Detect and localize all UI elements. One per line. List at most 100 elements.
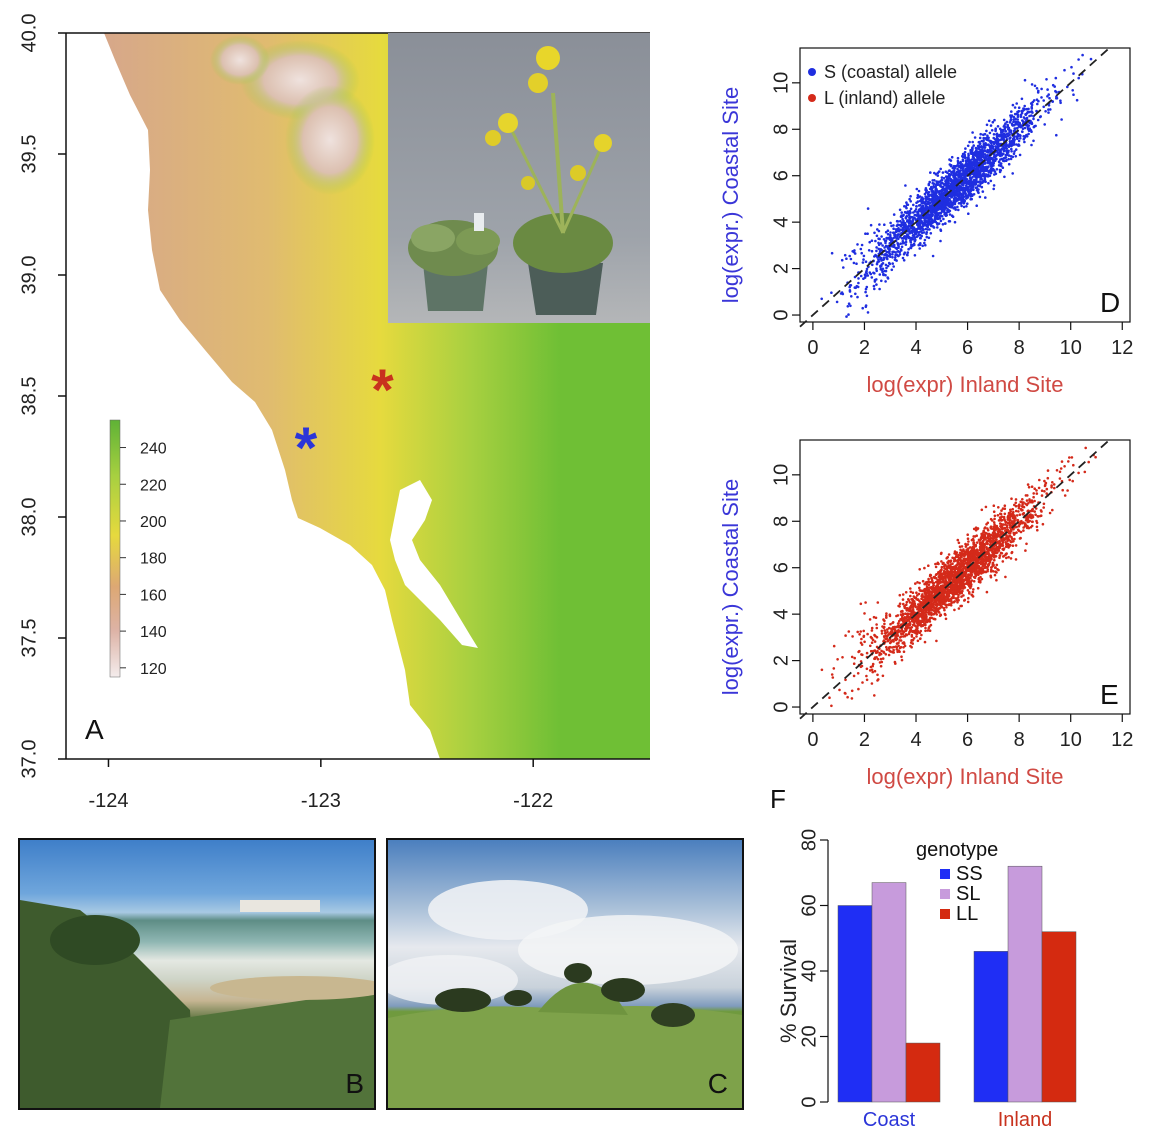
data-point <box>889 255 892 258</box>
data-point <box>961 197 964 200</box>
data-point <box>856 243 859 246</box>
data-point <box>907 616 910 619</box>
data-point <box>938 170 941 173</box>
data-point <box>870 224 873 227</box>
data-point <box>940 560 943 563</box>
data-point <box>908 211 911 214</box>
data-point <box>959 554 962 557</box>
data-point <box>892 227 895 230</box>
data-point <box>860 275 863 278</box>
data-point <box>1063 69 1066 72</box>
data-point <box>948 169 951 172</box>
data-point <box>874 640 877 643</box>
data-point <box>1014 113 1017 116</box>
data-point <box>932 255 935 258</box>
data-point <box>1051 509 1054 512</box>
data-point <box>873 232 876 235</box>
data-point <box>945 214 948 217</box>
data-point <box>992 164 995 167</box>
data-point <box>934 190 937 193</box>
data-point <box>1024 522 1027 525</box>
data-point <box>979 157 982 160</box>
map-y-tick-label: 40.0 <box>18 14 40 53</box>
data-point <box>862 261 865 264</box>
data-point <box>933 182 936 185</box>
data-point <box>953 552 956 555</box>
data-point <box>1025 113 1028 116</box>
data-point <box>906 233 909 236</box>
data-point <box>911 238 914 241</box>
data-point <box>924 193 927 196</box>
data-point <box>942 223 945 226</box>
data-point <box>977 578 980 581</box>
data-point <box>999 128 1002 131</box>
data-point <box>1000 531 1003 534</box>
data-point <box>887 233 890 236</box>
data-point <box>992 188 995 191</box>
data-point <box>915 635 918 638</box>
data-point <box>1016 118 1019 121</box>
data-point <box>943 199 946 202</box>
data-point <box>957 209 960 212</box>
data-point <box>952 215 955 218</box>
data-point <box>942 171 945 174</box>
data-point <box>881 263 884 266</box>
data-point <box>1016 519 1019 522</box>
data-point <box>979 196 982 199</box>
data-point <box>987 182 990 185</box>
data-point <box>1071 480 1074 483</box>
data-point <box>908 237 911 240</box>
data-point <box>965 164 968 167</box>
y-axis-label: log(expr.) Coastal Site <box>718 87 743 303</box>
legend-marker <box>808 68 816 76</box>
data-point <box>845 315 848 318</box>
data-point <box>1028 111 1031 114</box>
data-point <box>871 629 874 632</box>
data-point <box>997 514 1000 517</box>
data-point <box>973 179 976 182</box>
data-point <box>1025 108 1028 111</box>
data-point <box>1016 111 1019 114</box>
data-point <box>898 639 901 642</box>
data-point <box>961 155 964 158</box>
data-point <box>879 266 882 269</box>
data-point <box>901 218 904 221</box>
data-point <box>908 198 911 201</box>
data-point <box>974 183 977 186</box>
data-point <box>915 591 918 594</box>
data-point <box>985 532 988 535</box>
data-point <box>910 591 913 594</box>
data-point <box>906 607 909 610</box>
data-point <box>999 545 1002 548</box>
data-point <box>1042 106 1045 109</box>
data-point <box>976 551 979 554</box>
data-point <box>985 130 988 133</box>
map-y-tick-label: 38.5 <box>18 377 40 416</box>
data-point <box>1022 526 1025 529</box>
data-point <box>900 635 903 638</box>
data-point <box>844 692 847 695</box>
data-point <box>935 180 938 183</box>
data-point <box>905 217 908 220</box>
data-point <box>1008 163 1011 166</box>
data-point <box>950 566 953 569</box>
data-point <box>982 140 985 143</box>
data-point <box>897 246 900 249</box>
data-point <box>976 172 979 175</box>
data-point <box>914 582 917 585</box>
data-point <box>902 593 905 596</box>
data-point <box>1004 156 1007 159</box>
data-point <box>868 241 871 244</box>
data-point <box>891 622 894 625</box>
data-point <box>914 217 917 220</box>
data-point <box>1068 479 1071 482</box>
data-point <box>953 601 956 604</box>
data-point <box>884 280 887 283</box>
data-point <box>909 587 912 590</box>
data-point <box>896 253 899 256</box>
data-point <box>864 601 867 604</box>
data-point <box>878 223 881 226</box>
data-point <box>1024 549 1027 552</box>
data-point <box>1015 102 1018 105</box>
data-point <box>1076 99 1079 102</box>
